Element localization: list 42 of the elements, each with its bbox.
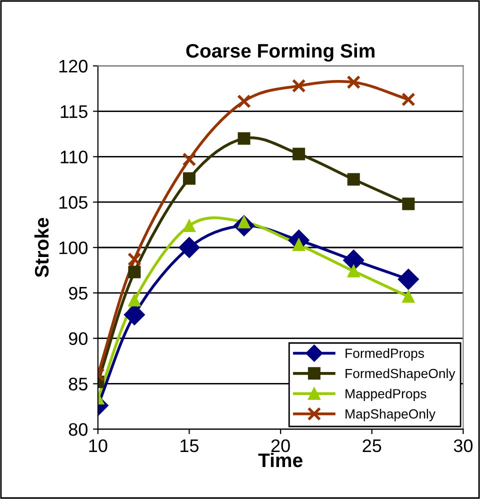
point — [401, 92, 416, 106]
x-tick-label: 20 — [271, 439, 290, 452]
point — [292, 78, 306, 93]
legend-label: FormedProps — [346, 348, 424, 361]
point — [398, 268, 419, 290]
y-tick-label: 110 — [60, 150, 88, 164]
point — [346, 75, 361, 90]
point — [124, 304, 145, 326]
point — [347, 173, 360, 186]
x-tick-label: 30 — [454, 439, 473, 452]
point — [128, 266, 141, 278]
point — [238, 132, 250, 145]
legend-label: MappedProps — [346, 388, 426, 402]
legend-label: FormedShapeOnly — [346, 368, 456, 381]
point — [182, 172, 196, 185]
point — [402, 198, 415, 210]
x-tick-label: 10 — [89, 439, 108, 452]
y-tick-label: 80 — [68, 423, 88, 436]
point — [347, 264, 360, 278]
y-axis-title: Stroke — [34, 218, 49, 278]
point — [343, 250, 364, 271]
point — [178, 236, 200, 258]
point — [182, 219, 196, 232]
point — [402, 290, 415, 303]
legend-label: MapShapeOnly — [346, 408, 436, 422]
y-tick-label: 95 — [68, 286, 88, 300]
y-tick-label: 115 — [60, 105, 88, 118]
x-tick-label: 15 — [180, 440, 199, 452]
x-tick-label: 25 — [362, 439, 382, 452]
point — [292, 148, 306, 160]
point — [182, 152, 196, 166]
point — [237, 94, 251, 108]
y-tick-label: 100 — [59, 241, 88, 254]
y-tick-label: 90 — [68, 332, 88, 346]
point — [128, 294, 141, 306]
chart-title: Coarse Forming Sim — [186, 43, 374, 62]
point — [292, 238, 306, 252]
x-axis-title: Time — [258, 452, 302, 468]
y-tick-label: 120 — [59, 60, 88, 73]
point — [127, 252, 142, 266]
y-tick-label: 105 — [59, 196, 88, 209]
y-tick-label: 85 — [68, 378, 88, 390]
